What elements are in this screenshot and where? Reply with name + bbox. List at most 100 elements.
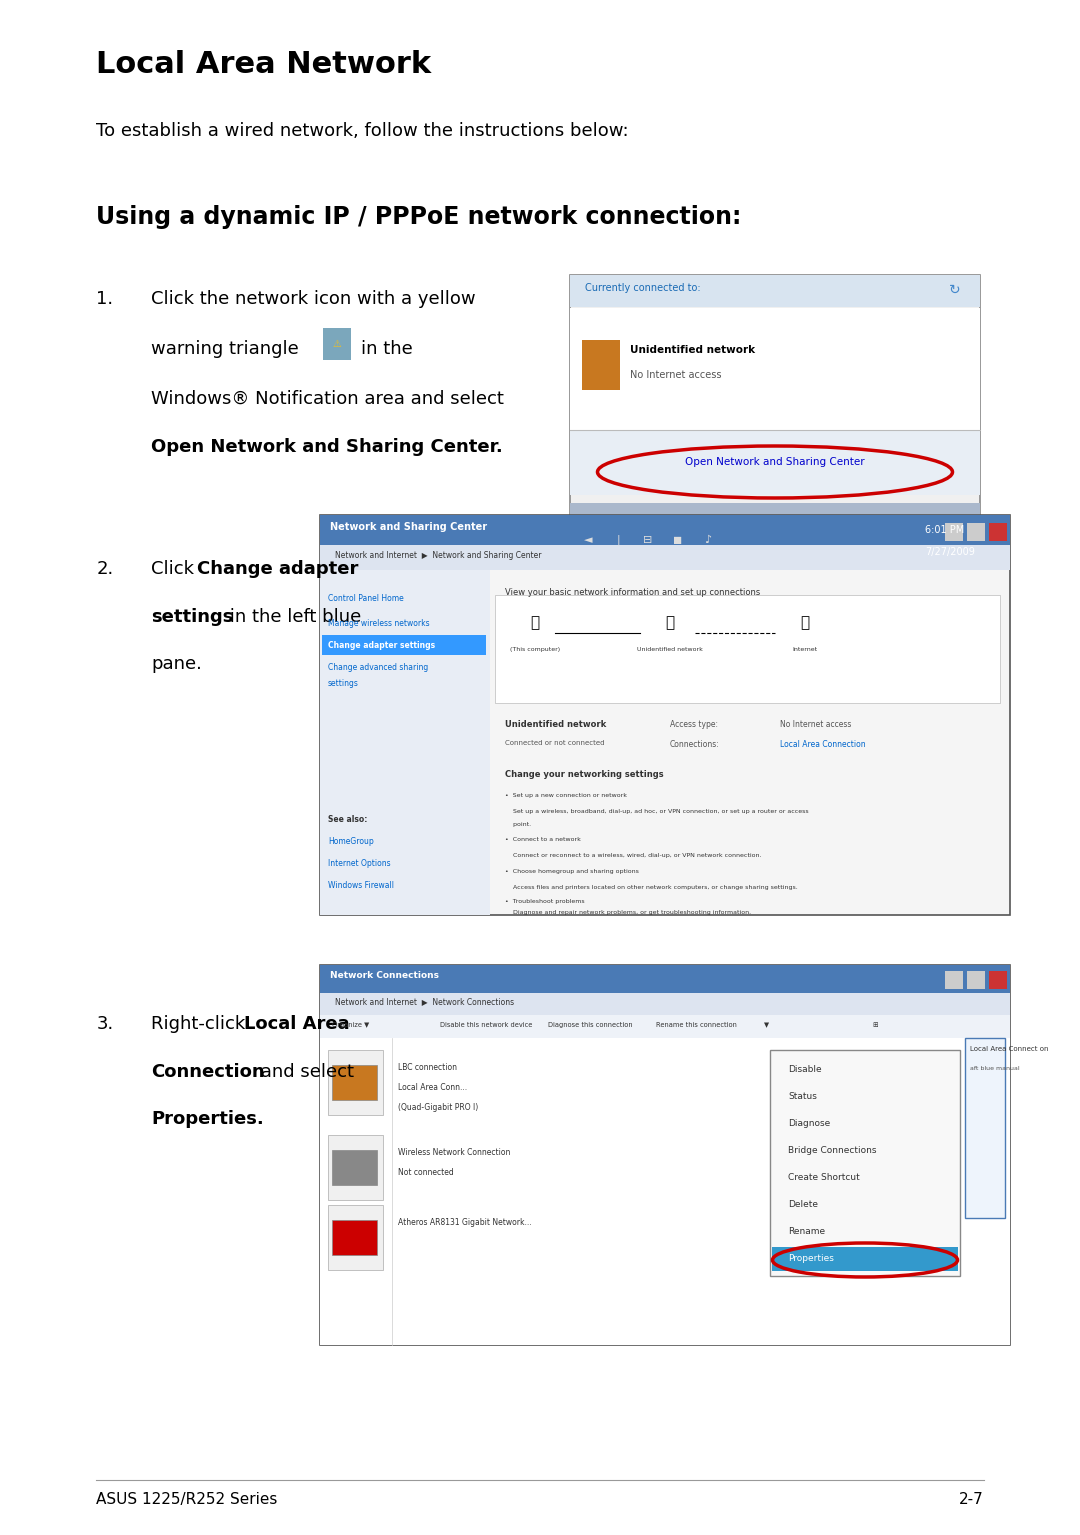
Text: No Internet access: No Internet access <box>780 720 851 729</box>
Text: (Quad-Gigabit PRO I): (Quad-Gigabit PRO I) <box>399 1104 478 1111</box>
FancyBboxPatch shape <box>966 1038 1005 1217</box>
Text: Local Area Connection: Local Area Connection <box>780 740 866 749</box>
Text: Right-click: Right-click <box>151 1015 252 1033</box>
Text: settings: settings <box>328 678 359 688</box>
FancyBboxPatch shape <box>320 1015 1010 1038</box>
Text: ⊞: ⊞ <box>872 1022 878 1028</box>
FancyBboxPatch shape <box>320 516 1010 545</box>
Text: Bridge Connections: Bridge Connections <box>788 1147 877 1154</box>
Text: Organize ▼: Organize ▼ <box>332 1022 369 1028</box>
Text: Change adapter: Change adapter <box>198 560 359 579</box>
Text: Properties: Properties <box>788 1254 834 1263</box>
FancyBboxPatch shape <box>772 1246 958 1271</box>
Text: Click the network icon with a yellow: Click the network icon with a yellow <box>151 290 476 309</box>
FancyBboxPatch shape <box>495 596 1000 703</box>
FancyBboxPatch shape <box>570 309 980 430</box>
Text: warning triangle: warning triangle <box>151 339 299 358</box>
Text: Manage wireless networks: Manage wireless networks <box>328 619 430 628</box>
Text: (This computer): (This computer) <box>510 646 561 652</box>
FancyBboxPatch shape <box>328 1134 383 1200</box>
Text: Connections:: Connections: <box>670 740 719 749</box>
Text: ◼: ◼ <box>673 536 683 545</box>
FancyBboxPatch shape <box>570 275 980 576</box>
Text: Rename: Rename <box>788 1226 825 1236</box>
Text: •  Troubleshoot problems: • Troubleshoot problems <box>505 900 584 904</box>
Text: Change advanced sharing: Change advanced sharing <box>328 663 429 672</box>
FancyBboxPatch shape <box>320 993 1010 1015</box>
Text: Rename this connection: Rename this connection <box>656 1022 737 1028</box>
Text: No Internet access: No Internet access <box>630 370 721 381</box>
Text: settings: settings <box>151 608 233 626</box>
FancyBboxPatch shape <box>967 523 985 540</box>
Text: Change adapter settings: Change adapter settings <box>328 642 435 649</box>
FancyBboxPatch shape <box>945 972 963 989</box>
Text: •  Connect to a network: • Connect to a network <box>505 837 581 843</box>
Text: Open Network and Sharing Center: Open Network and Sharing Center <box>685 457 865 467</box>
FancyBboxPatch shape <box>570 503 980 576</box>
Text: 2.: 2. <box>96 560 113 579</box>
Text: See also:: See also: <box>328 815 367 824</box>
FancyBboxPatch shape <box>320 516 1010 915</box>
Text: Internet Options: Internet Options <box>328 860 391 867</box>
FancyBboxPatch shape <box>320 966 1010 993</box>
Text: in the: in the <box>362 339 414 358</box>
FancyBboxPatch shape <box>320 966 1010 1345</box>
Text: 💻: 💻 <box>530 616 540 629</box>
Text: Connection: Connection <box>151 1064 265 1081</box>
Text: pane.: pane. <box>151 655 202 672</box>
Text: ⚠: ⚠ <box>333 339 341 348</box>
Text: •  Choose homegroup and sharing options: • Choose homegroup and sharing options <box>505 869 639 873</box>
Text: Local Area: Local Area <box>244 1015 350 1033</box>
Text: Unidentified network: Unidentified network <box>630 345 755 355</box>
FancyBboxPatch shape <box>328 1050 383 1114</box>
Text: Network Connections: Network Connections <box>330 972 438 979</box>
Text: •  Set up a new connection or network: • Set up a new connection or network <box>505 794 627 798</box>
Text: point.: point. <box>505 823 531 827</box>
FancyBboxPatch shape <box>945 523 963 540</box>
FancyBboxPatch shape <box>582 339 620 390</box>
FancyBboxPatch shape <box>322 635 486 655</box>
Text: Windows® Notification area and select: Windows® Notification area and select <box>151 390 504 408</box>
Text: ↻: ↻ <box>949 282 961 296</box>
Text: Disable: Disable <box>788 1065 822 1074</box>
Text: Status: Status <box>788 1091 816 1101</box>
Text: Connect or reconnect to a wireless, wired, dial-up, or VPN network connection.: Connect or reconnect to a wireless, wire… <box>505 853 761 858</box>
FancyBboxPatch shape <box>332 1150 377 1185</box>
Text: Disable this network device: Disable this network device <box>440 1022 532 1028</box>
Text: Using a dynamic IP / PPPoE network connection:: Using a dynamic IP / PPPoE network conne… <box>96 206 742 229</box>
Text: 3.: 3. <box>96 1015 113 1033</box>
Text: Control Panel Home: Control Panel Home <box>328 594 404 603</box>
FancyBboxPatch shape <box>320 569 490 915</box>
Text: Change your networking settings: Change your networking settings <box>505 771 663 778</box>
Text: ASUS 1225/R252 Series: ASUS 1225/R252 Series <box>96 1492 278 1507</box>
FancyBboxPatch shape <box>320 1038 1010 1345</box>
Text: Click: Click <box>151 560 200 579</box>
Text: Set up a wireless, broadband, dial-up, ad hoc, or VPN connection, or set up a ro: Set up a wireless, broadband, dial-up, a… <box>505 809 809 814</box>
Text: ▼: ▼ <box>764 1022 769 1028</box>
FancyBboxPatch shape <box>570 430 980 494</box>
Text: ◄: ◄ <box>584 536 592 545</box>
Text: ⊟: ⊟ <box>644 536 652 545</box>
Text: HomeGroup: HomeGroup <box>328 837 374 846</box>
FancyBboxPatch shape <box>323 328 351 361</box>
Text: Connected or not connected: Connected or not connected <box>505 740 605 746</box>
Text: Open Network and Sharing Center.: Open Network and Sharing Center. <box>151 437 503 456</box>
Text: Not connected: Not connected <box>399 1168 454 1177</box>
Text: 6:01 PM: 6:01 PM <box>924 525 964 536</box>
Text: Unidentified network: Unidentified network <box>505 720 606 729</box>
Text: Local Area Network: Local Area Network <box>96 51 432 78</box>
Text: Network and Sharing Center: Network and Sharing Center <box>330 522 487 533</box>
Text: Unidentified network: Unidentified network <box>637 646 703 652</box>
Text: Access type:: Access type: <box>670 720 718 729</box>
Text: in the left blue: in the left blue <box>225 608 362 626</box>
Text: 🌐: 🌐 <box>665 616 675 629</box>
Text: 🌍: 🌍 <box>800 616 810 629</box>
Text: Properties.: Properties. <box>151 1110 265 1128</box>
Text: aft blue manual: aft blue manual <box>970 1065 1020 1071</box>
Text: Network and Internet  ▶  Network Connections: Network and Internet ▶ Network Connectio… <box>335 998 514 1007</box>
Text: Currently connected to:: Currently connected to: <box>585 282 701 293</box>
Text: LBC connection: LBC connection <box>399 1064 457 1071</box>
Text: To establish a wired network, follow the instructions below:: To establish a wired network, follow the… <box>96 121 629 140</box>
Text: Wireless Network Connection: Wireless Network Connection <box>399 1148 511 1157</box>
Text: 2-7: 2-7 <box>959 1492 984 1507</box>
